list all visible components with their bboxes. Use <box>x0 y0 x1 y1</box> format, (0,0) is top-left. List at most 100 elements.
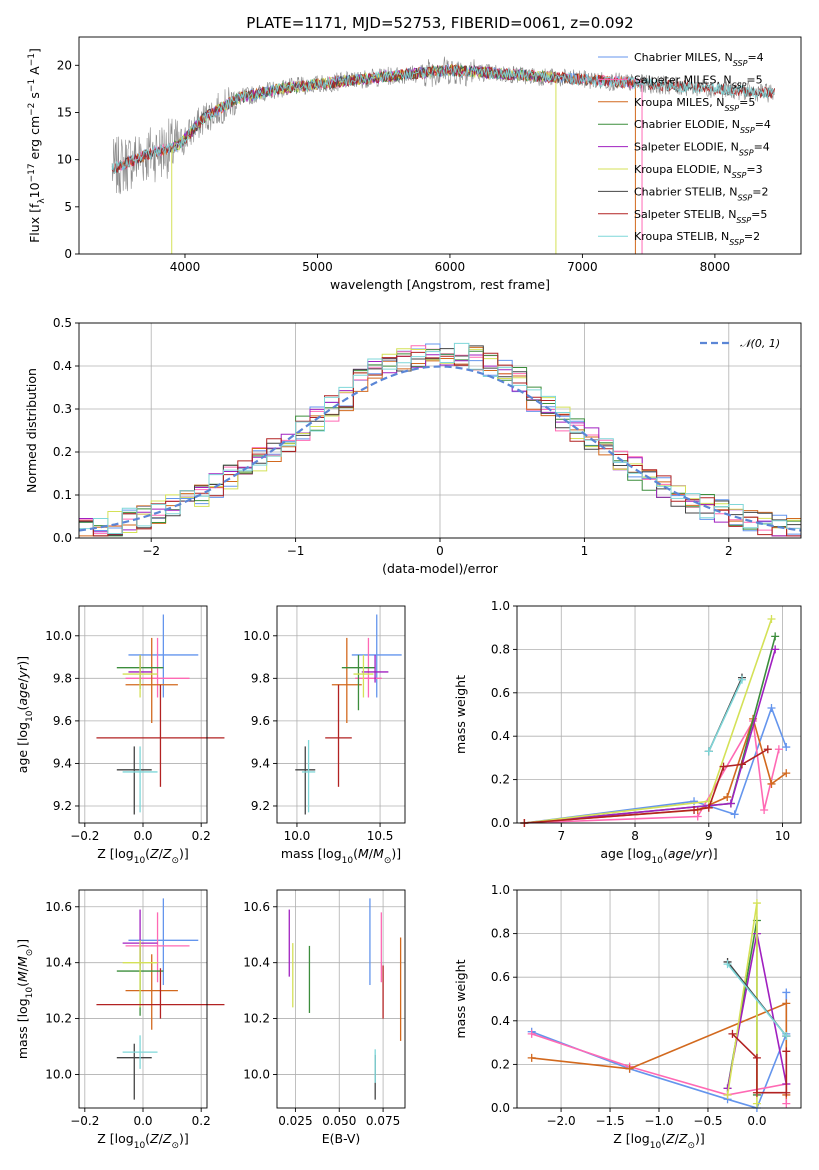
plot-frame <box>78 36 802 255</box>
y-tick-label: 0.8 <box>491 927 510 941</box>
axes-z-vs-mass: −0.2 0.0 0.2 10.0 10.2 10.4 10.6 Z [log10(Z/Z⊙)… <box>15 889 225 1151</box>
y-tick-label: 0.6 <box>491 686 510 700</box>
residual-histogram <box>79 342 801 534</box>
x-axis-label: mass [log10(M/M⊙)] <box>281 846 401 866</box>
legend-entry: Salpeter MILES, NSSP=5 <box>634 73 763 90</box>
plot-frame <box>78 605 208 824</box>
x-tick-label: 2 <box>725 544 733 558</box>
y-tick-label: 0.4 <box>53 359 72 373</box>
mass-weight-marker <box>527 1029 536 1038</box>
y-axis-label: mass [log10(M/M⊙)] <box>15 939 35 1059</box>
mass-weight-marker <box>767 703 776 712</box>
x-tick-label: −2.0 <box>546 1114 575 1128</box>
mass-weight-marker <box>730 810 739 819</box>
mass-weight-marker <box>527 1053 536 1062</box>
mass-weight-marker <box>737 760 746 769</box>
mass-weight-marker <box>771 645 780 654</box>
legend: Chabrier MILES, NSSP=4 Salpeter MILES, NS… <box>598 51 771 247</box>
x-tick-label: 7000 <box>567 260 598 274</box>
axes-z-vs-age: −0.2 0.0 0.2 9.2 9.4 9.6 9.8 10.0 Z [log10(Z/Z⊙)… <box>15 605 225 866</box>
y-tick-label: 10.4 <box>243 956 270 970</box>
legend-entry: Chabrier MILES, NSSP=4 <box>634 51 764 68</box>
mass-weight-marker <box>774 745 783 754</box>
y-tick-label: 0 <box>64 247 72 261</box>
y-tick-label: 1.0 <box>491 883 510 897</box>
x-tick-label: 5000 <box>302 260 333 274</box>
chart-title: PLATE=1171, MJD=52753, FIBERID=0061, z=0… <box>246 14 633 32</box>
x-axis-label: Z [log10(Z/Z⊙)] <box>97 1131 189 1151</box>
axes-age-vs-mass-weight: 7 8 9 10 0.0 0.2 0.4 0.6 0.8 1.0 age [log10(age/yr… <box>453 599 802 866</box>
errorbar-plot-area <box>96 898 225 1100</box>
y-tick-label: 9.2 <box>251 799 270 813</box>
x-tick-label: 0.0 <box>747 1114 766 1128</box>
y-tick-label: 0.0 <box>53 531 72 545</box>
y-tick-label: 0.1 <box>53 488 72 502</box>
x-tick-label: −0.5 <box>693 1114 722 1128</box>
plot-frame <box>276 889 406 1109</box>
mass-weight-marker <box>771 632 780 641</box>
mass-weight-marker <box>782 743 791 752</box>
mass-weight-marker <box>719 762 728 771</box>
x-axis-label: Z [log10(Z/Z⊙)] <box>97 846 189 866</box>
legend-entry: Kroupa STELIB, NSSP=2 <box>634 230 760 247</box>
legend-entry: Chabrier ELODIE, NSSP=4 <box>634 118 771 135</box>
mass-weight-marker <box>690 797 699 806</box>
y-tick-label: 0.4 <box>491 729 510 743</box>
mass-weight-marker <box>782 988 791 997</box>
x-tick-label: 6000 <box>435 260 466 274</box>
legend-entry: Chabrier STELIB, NSSP=2 <box>634 185 768 202</box>
mass-weight-marker <box>760 805 769 814</box>
mass-weight-marker <box>763 745 772 754</box>
y-axis-label: mass weight <box>453 959 468 1038</box>
plot-frame <box>78 322 802 539</box>
y-tick-label: 9.8 <box>53 671 72 685</box>
mass-weight-marker <box>625 1064 634 1073</box>
mass-weight-marker <box>782 1088 791 1097</box>
y-tick-label: 10.0 <box>45 1067 72 1081</box>
y-tick-label: 15 <box>57 105 72 119</box>
mass-weight-plot-area <box>527 899 791 1112</box>
x-tick-label: −1 <box>287 544 305 558</box>
y-tick-label: 9.6 <box>53 714 72 728</box>
x-tick-label: 1 <box>581 544 589 558</box>
legend-entry: 𝒩(0, 1) <box>740 337 780 350</box>
plot-frame <box>78 889 208 1109</box>
x-tick-label: 0.025 <box>278 1114 312 1128</box>
observed-spectrum-line <box>111 56 775 195</box>
x-tick-label: 10.5 <box>367 829 394 843</box>
y-tick-label: 0.5 <box>53 316 72 330</box>
x-tick-label: −1.0 <box>644 1114 673 1128</box>
mass-weight-marker <box>782 1032 791 1041</box>
x-tick-label: 7 <box>557 829 565 843</box>
y-tick-label: 9.4 <box>53 756 72 770</box>
normal-reference-curve <box>78 365 802 532</box>
y-axis-label: mass weight <box>453 675 468 754</box>
x-tick-label: 9 <box>705 829 713 843</box>
mass-weight-line <box>524 748 769 824</box>
y-tick-label: 1.0 <box>491 599 510 613</box>
y-tick-label: 9.2 <box>53 799 72 813</box>
y-tick-label: 10.0 <box>243 1067 270 1081</box>
y-tick-label: 10.2 <box>45 1012 72 1026</box>
y-tick-label: 0.2 <box>491 1057 510 1071</box>
x-axis-label: age [log10(age/yr)] <box>600 846 717 866</box>
y-tick-label: 10.6 <box>243 900 270 914</box>
mass-weight-marker <box>752 1099 761 1108</box>
x-tick-label: −2 <box>142 544 160 558</box>
legend-entry: Salpeter ELODIE, NSSP=4 <box>634 141 770 158</box>
x-tick-label: −0.2 <box>70 829 99 843</box>
axes-spectrum: 4000 5000 6000 7000 8000 0 5 10 15 20 wavelength [… <box>27 14 802 292</box>
y-tick-label: 0.8 <box>491 642 510 656</box>
x-tick-label: 0.0 <box>133 829 152 843</box>
x-tick-label: 0.2 <box>192 1114 211 1128</box>
y-tick-label: 10.2 <box>243 1012 270 1026</box>
x-tick-label: −0.2 <box>70 1114 99 1128</box>
x-tick-label: 0.075 <box>366 1114 400 1128</box>
legend-entry: Kroupa MILES, NSSP=5 <box>634 96 755 113</box>
axes-mass-vs-age: 10.0 10.5 9.2 9.4 9.6 9.8 10.0 mass [log10(M/M⊙… <box>243 605 406 866</box>
mass-weight-marker <box>690 805 699 814</box>
model-spectrum-line <box>111 63 775 173</box>
y-axis-label: age [log10(age/yr)] <box>15 656 35 773</box>
